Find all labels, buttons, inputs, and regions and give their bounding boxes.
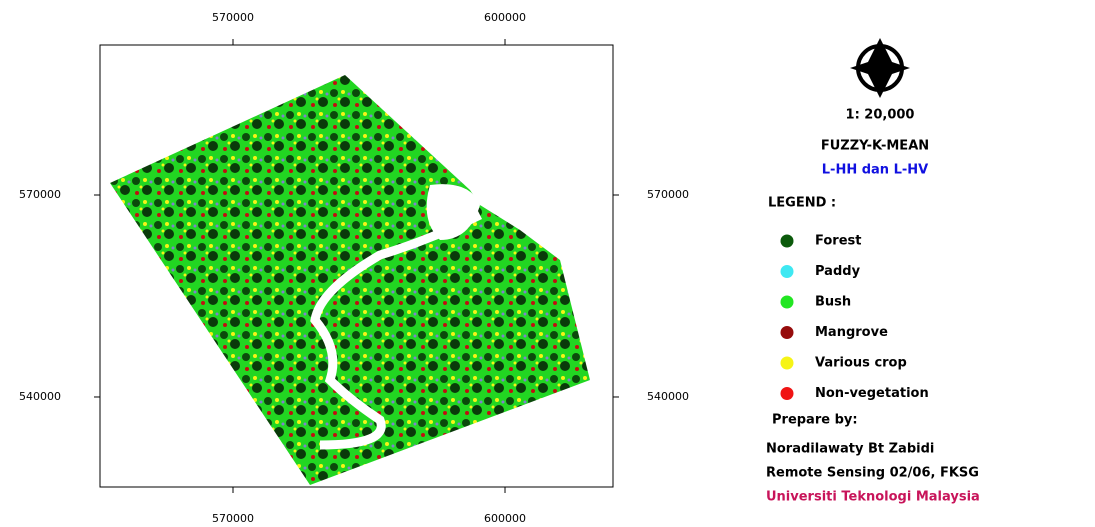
- legend-swatch: [781, 296, 794, 309]
- map-scale: 1: 20,000: [846, 108, 915, 123]
- legend-label: Non-vegetation: [815, 386, 929, 401]
- page: {"map": {"xlim": [555330, 611910], "ylim…: [0, 0, 1095, 527]
- map-subtitle: L-HH dan L-HV: [822, 163, 928, 178]
- credits-course: Remote Sensing 02/06, FKSG: [766, 466, 979, 481]
- y-tick-label: 540000: [19, 390, 61, 403]
- x-tick-label: 570000: [212, 512, 254, 525]
- credits-university: Universiti Teknologi Malaysia: [766, 490, 980, 505]
- legend-label: Forest: [815, 234, 861, 249]
- legend-swatch: [781, 387, 794, 400]
- y-tick-label: 570000: [19, 188, 61, 201]
- legend-label: Bush: [815, 295, 851, 310]
- legend-swatch: [781, 357, 794, 370]
- north-arrow: [850, 38, 910, 98]
- legend-label: Various crop: [815, 356, 907, 371]
- legend-swatch: [781, 235, 794, 248]
- map-layout: 1: 20,000 FUZZY-K-MEAN L-HH dan L-HV LEG…: [0, 0, 1095, 527]
- legend-title: LEGEND :: [768, 196, 836, 211]
- y-tick-label: 540000: [647, 390, 689, 403]
- map-title: FUZZY-K-MEAN: [821, 139, 929, 154]
- legend-label: Paddy: [815, 264, 861, 279]
- x-tick-label: 600000: [484, 11, 526, 24]
- legend-label: Mangrove: [815, 325, 888, 340]
- y-tick-label: 570000: [647, 188, 689, 201]
- credits-author: Noradilawaty Bt Zabidi: [766, 442, 934, 457]
- credits-heading: Prepare by:: [772, 413, 858, 428]
- x-tick-label: 600000: [484, 512, 526, 525]
- legend-swatch: [781, 326, 794, 339]
- legend-swatch: [781, 265, 794, 278]
- x-tick-label: 570000: [212, 11, 254, 24]
